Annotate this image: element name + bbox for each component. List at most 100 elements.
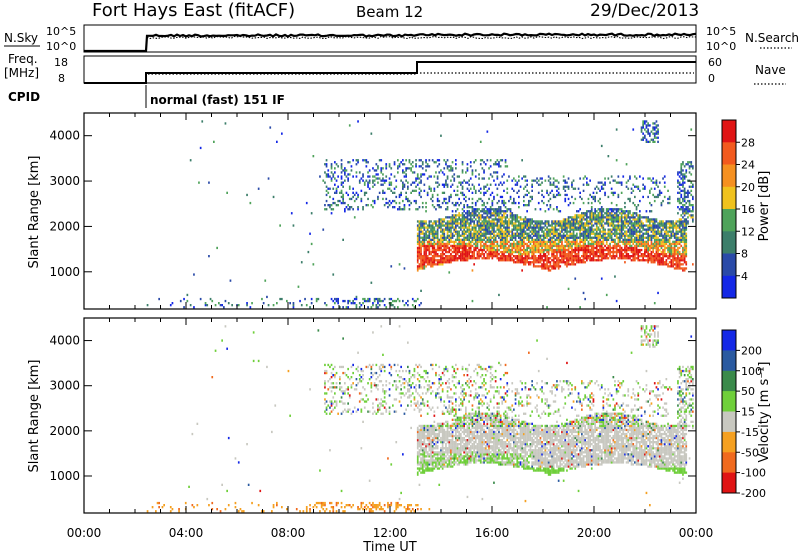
power-cell [685, 240, 688, 243]
power-cell [415, 177, 417, 180]
power-cell [488, 232, 490, 235]
power-cell [589, 234, 591, 237]
power-cell [531, 220, 533, 223]
power-cell [421, 265, 424, 268]
power-cell [342, 199, 344, 203]
power-cell [425, 265, 427, 268]
power-cell [625, 216, 628, 219]
power-cell [524, 263, 527, 266]
power-cell [448, 165, 451, 168]
power-cell [426, 240, 429, 243]
power-cell [602, 234, 605, 237]
power-cell [493, 230, 495, 233]
power-cell [687, 163, 689, 166]
power-cell [571, 257, 573, 260]
velocity-cell [257, 504, 260, 507]
power-cell [683, 230, 686, 233]
power-cell [544, 248, 547, 252]
power-cell [344, 169, 346, 172]
power-cell [481, 216, 484, 219]
power-cell [637, 248, 640, 252]
power-cell [566, 244, 568, 248]
power-cell [670, 244, 673, 248]
power-cell [607, 230, 610, 233]
power-cell [590, 232, 593, 235]
power-cell [431, 199, 434, 203]
power-cell [683, 165, 686, 168]
power-cell [479, 242, 482, 246]
power-cell [456, 189, 459, 192]
power-cell [441, 222, 444, 225]
power-cell [526, 179, 528, 182]
power-cell [418, 263, 421, 266]
power-cell [567, 242, 570, 246]
power-cell [632, 214, 635, 217]
power-cell [574, 224, 577, 227]
power-cell [634, 248, 636, 252]
power-cell [503, 204, 505, 207]
power-cell [537, 228, 540, 231]
power-cell [577, 222, 580, 225]
power-cell [551, 242, 553, 246]
power-cell [688, 214, 691, 217]
power-cell [494, 222, 497, 225]
power-cell [436, 234, 439, 237]
power-cell [508, 250, 510, 254]
power-cell [594, 246, 596, 250]
power-cell [428, 165, 431, 168]
power-cell [657, 291, 659, 295]
power-cell [521, 261, 523, 264]
power-cell [458, 238, 460, 241]
power-cell [458, 246, 460, 250]
power-cell [541, 228, 543, 231]
power-cell [330, 167, 333, 170]
power-cell [644, 244, 646, 248]
power-cell [655, 250, 658, 254]
power-cell [614, 226, 616, 229]
power-cell [416, 238, 419, 241]
power-cell [425, 261, 427, 264]
power-cell [569, 263, 572, 266]
power-cell [489, 240, 492, 243]
power-cell [430, 242, 432, 246]
velocity-cell [224, 508, 227, 511]
power-cell [372, 304, 374, 307]
power-cell [564, 230, 567, 233]
power-cell [584, 232, 586, 235]
power-cell [514, 242, 517, 246]
power-cell [537, 238, 540, 241]
power-cell [519, 226, 522, 229]
power-cell [523, 236, 525, 239]
power-cell [678, 261, 681, 264]
power-cell [476, 230, 479, 233]
power-cell [461, 222, 464, 225]
power-cell [556, 234, 558, 237]
power-colorbar-tick-label: 28 [741, 136, 755, 149]
power-cell [337, 199, 339, 203]
power-cell [652, 246, 654, 250]
power-cell [360, 304, 363, 307]
power-cell [662, 222, 664, 225]
power-cell [663, 238, 666, 241]
power-cell [574, 214, 577, 217]
power-cell [398, 263, 401, 266]
power-cell [503, 259, 505, 262]
power-cell [471, 206, 474, 209]
power-cell [673, 255, 676, 258]
power-cell [682, 228, 684, 231]
power-cell [566, 222, 568, 225]
power-cell [523, 232, 525, 235]
power-cell [513, 234, 515, 237]
power-cell [420, 189, 422, 192]
power-cell [425, 201, 427, 205]
power-cell [581, 232, 583, 235]
power-cell [647, 224, 649, 227]
power-cell [496, 210, 499, 213]
power-cell [469, 257, 472, 260]
power-cell [478, 236, 480, 239]
power-cell [557, 250, 560, 254]
power-cell [635, 253, 638, 256]
power-cell [451, 218, 454, 221]
power-cell [576, 210, 578, 213]
power-cell [446, 250, 449, 254]
